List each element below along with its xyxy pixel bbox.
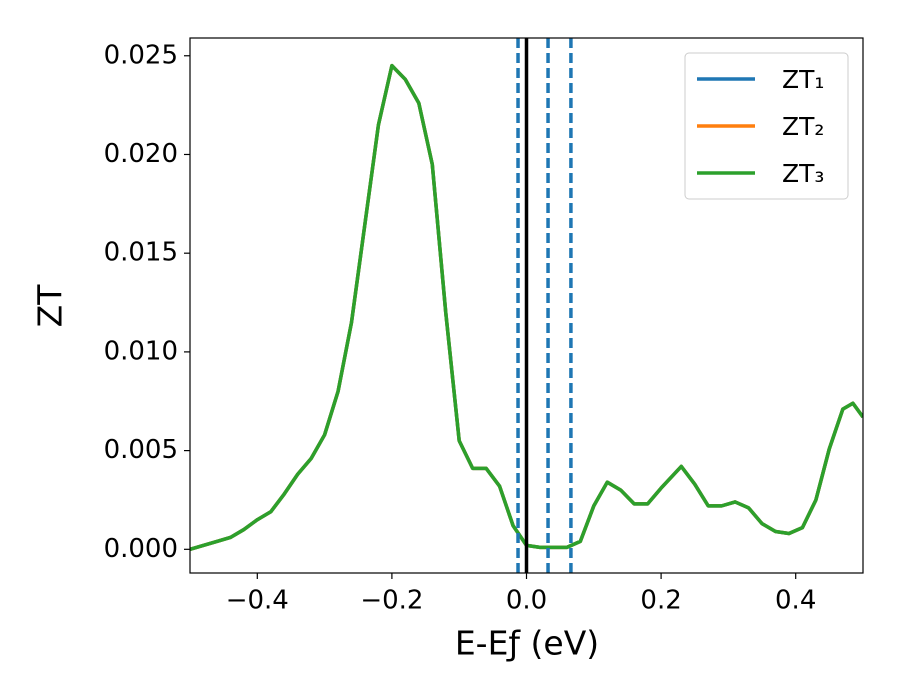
legend-label: ZT₂ [782,112,824,141]
axes-frame [189,37,864,574]
y-tick-label: 0.025 [104,40,178,70]
x-tick-label: −0.2 [360,586,423,616]
x-tick-label: 0.2 [640,586,681,616]
x-axis-label: E-Eƒ (eV) [455,624,599,663]
legend-label: ZT₁ [782,65,824,94]
x-tick-label: 0.4 [775,586,816,616]
y-tick-label: 0.000 [104,534,178,564]
y-axis-label: ZT [31,284,70,328]
y-tick-label: 0.020 [104,139,178,169]
y-tick-label: 0.015 [104,238,178,268]
y-tick-label: 0.005 [104,435,178,465]
y-tick-label: 0.010 [104,336,178,366]
x-tick-label: −0.4 [226,586,289,616]
legend-box [684,52,849,200]
x-tick-label: 0.0 [506,586,547,616]
legend-label: ZT₃ [782,159,824,188]
line [190,63,863,551]
